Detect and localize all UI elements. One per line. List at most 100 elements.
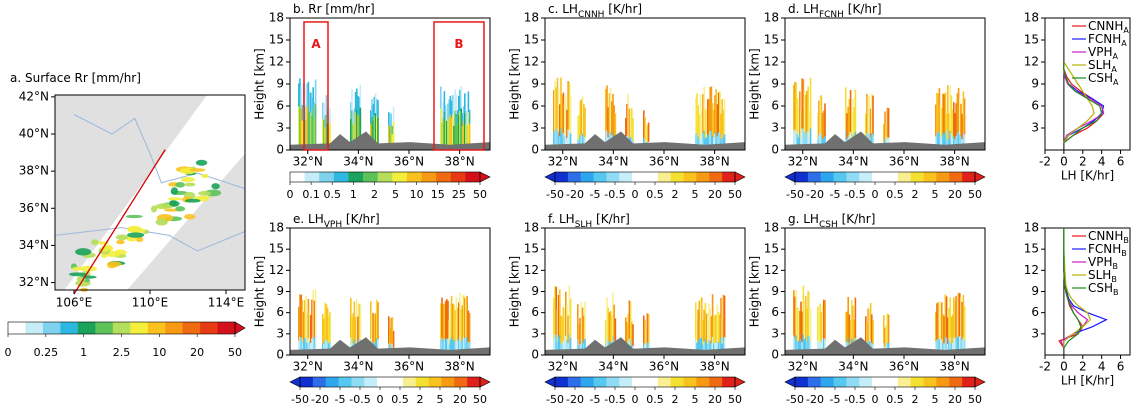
colorbar-swatch: [593, 377, 607, 387]
y-tick-label: 0: [771, 348, 779, 362]
field: [647, 342, 650, 352]
colorbar-swatch: [467, 377, 481, 387]
field: [467, 91, 470, 112]
colorbar-swatch: [390, 377, 404, 387]
field: [710, 343, 713, 352]
field: [632, 117, 634, 142]
field: [357, 114, 359, 150]
field: [962, 91, 965, 136]
x-tick-label: 34°N: [598, 360, 628, 374]
field: [323, 344, 325, 353]
legend-sub: B: [1123, 236, 1129, 245]
field: [324, 302, 326, 342]
field: [300, 294, 302, 340]
field: [818, 342, 820, 352]
y-tick-label: 3: [771, 326, 779, 340]
field: [561, 316, 563, 346]
field: [716, 104, 719, 139]
field: [698, 139, 701, 148]
title-sub: FCNH: [819, 10, 844, 20]
field: [452, 339, 454, 351]
legend-label: CNNHB: [1088, 229, 1129, 246]
field: [299, 336, 301, 351]
y-axis-label: Height [km]: [748, 48, 762, 119]
y-tick-label: 9: [531, 77, 539, 91]
colorbar-arrow: [974, 376, 986, 388]
field: [313, 338, 316, 351]
title-text: d. LH: [788, 2, 819, 16]
field: [847, 106, 849, 140]
title-sub: VPH: [324, 220, 342, 230]
field: [957, 87, 960, 135]
field: [797, 107, 800, 140]
field: [711, 336, 714, 351]
field: [697, 341, 699, 352]
x-tick-label: 34°N: [838, 155, 868, 169]
field: [824, 300, 826, 342]
field: [608, 93, 611, 136]
rain-cell: [167, 197, 183, 201]
field: [942, 93, 944, 136]
colorbar-swatch: [962, 377, 976, 387]
field: [705, 342, 708, 352]
field: [444, 301, 447, 342]
legend-label: SLHB: [1088, 268, 1117, 285]
field: [304, 300, 306, 342]
y-tick-label: 3: [276, 121, 284, 135]
field: [565, 291, 567, 340]
field: [953, 102, 955, 139]
field: [867, 96, 869, 137]
field: [311, 299, 313, 342]
colorbar-arrow: [544, 171, 556, 183]
field: [440, 86, 442, 109]
field: [443, 303, 446, 343]
y-tick-label: 15: [524, 242, 539, 256]
field: [464, 93, 466, 114]
field: [450, 337, 453, 351]
field: [802, 285, 805, 338]
field: [865, 113, 867, 141]
field: [869, 303, 872, 343]
colorbar-swatch: [567, 377, 582, 387]
field: [466, 296, 468, 341]
field: [939, 135, 942, 147]
field: [711, 294, 714, 340]
colorbar-label: 5: [932, 188, 939, 201]
colorbar-swatch: [377, 377, 391, 387]
field: [631, 108, 633, 140]
field: [955, 103, 957, 139]
field: [453, 339, 455, 351]
field: [941, 339, 943, 351]
field: [886, 137, 889, 147]
y-tick-label: 15: [524, 33, 539, 47]
field: [308, 341, 311, 352]
field: [322, 342, 324, 352]
field: [722, 109, 725, 140]
field: [719, 91, 721, 136]
title-unit: [K/hr]: [346, 212, 380, 226]
colorbar-label: 5: [692, 188, 699, 201]
field: [447, 300, 449, 342]
legend-label: VPHA: [1088, 45, 1118, 62]
field: [359, 304, 362, 343]
terrain: [545, 337, 745, 355]
field: [795, 289, 797, 339]
colorbar-label: 50: [968, 188, 982, 201]
y-tick-label: 18: [269, 11, 284, 25]
colorbar-swatch: [632, 377, 646, 387]
field: [468, 109, 471, 124]
field: [444, 338, 447, 351]
field: [887, 342, 890, 352]
colorbar-swatch: [885, 377, 899, 387]
x-tick-label: 4: [1098, 360, 1106, 374]
colorbar-swatch: [555, 377, 569, 387]
field: [848, 314, 851, 345]
field: [956, 295, 959, 341]
x-tick-label: 38°N: [444, 360, 474, 374]
field: [444, 105, 447, 121]
field: [392, 121, 395, 150]
field: [962, 336, 965, 351]
colorbar-swatch: [555, 172, 569, 182]
field: [711, 102, 714, 139]
field: [392, 330, 395, 349]
